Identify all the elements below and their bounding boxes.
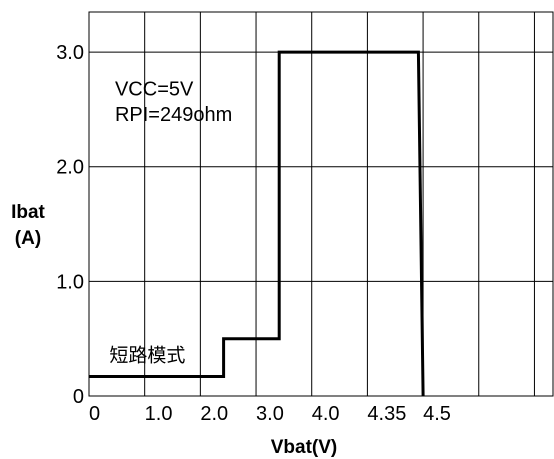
grid [88, 11, 554, 397]
x-tick-label: 1.0 [145, 403, 173, 425]
x-tick-label: 0 [89, 403, 100, 425]
x-tick-label: 4.0 [312, 403, 340, 425]
condition-label: VCC=5V [115, 79, 194, 101]
x-tick-label: 3.0 [256, 403, 284, 425]
series-line [89, 50, 425, 397]
y-tick-label: 3.0 [56, 42, 84, 64]
x-tick-label: 2.0 [200, 403, 228, 425]
x-axis-title: Vbat(V) [271, 437, 338, 458]
x-tick-label: 4.35 [367, 403, 406, 425]
condition-label: RPI=249ohm [115, 104, 232, 126]
y-tick-labels: 0 1.0 2.0 3.0 [56, 42, 84, 408]
y-tick-label: 2.0 [56, 157, 84, 179]
plot-frame [88, 11, 554, 397]
short-circuit-mode-label: 短路模式 [109, 345, 185, 367]
y-axis-title-line1: Ibat [11, 202, 45, 223]
y-tick-label: 0 [73, 386, 84, 408]
y-axis-title-line2: (A) [15, 228, 41, 249]
y-tick-label: 1.0 [56, 271, 84, 293]
x-tick-label: 4.5 [423, 403, 451, 425]
series-layer [89, 50, 425, 397]
annotations: VCC=5V RPI=249ohm 短路模式 [109, 79, 232, 367]
x-tick-labels: 0 1.0 2.0 3.0 4.0 4.35 4.5 [89, 403, 451, 425]
